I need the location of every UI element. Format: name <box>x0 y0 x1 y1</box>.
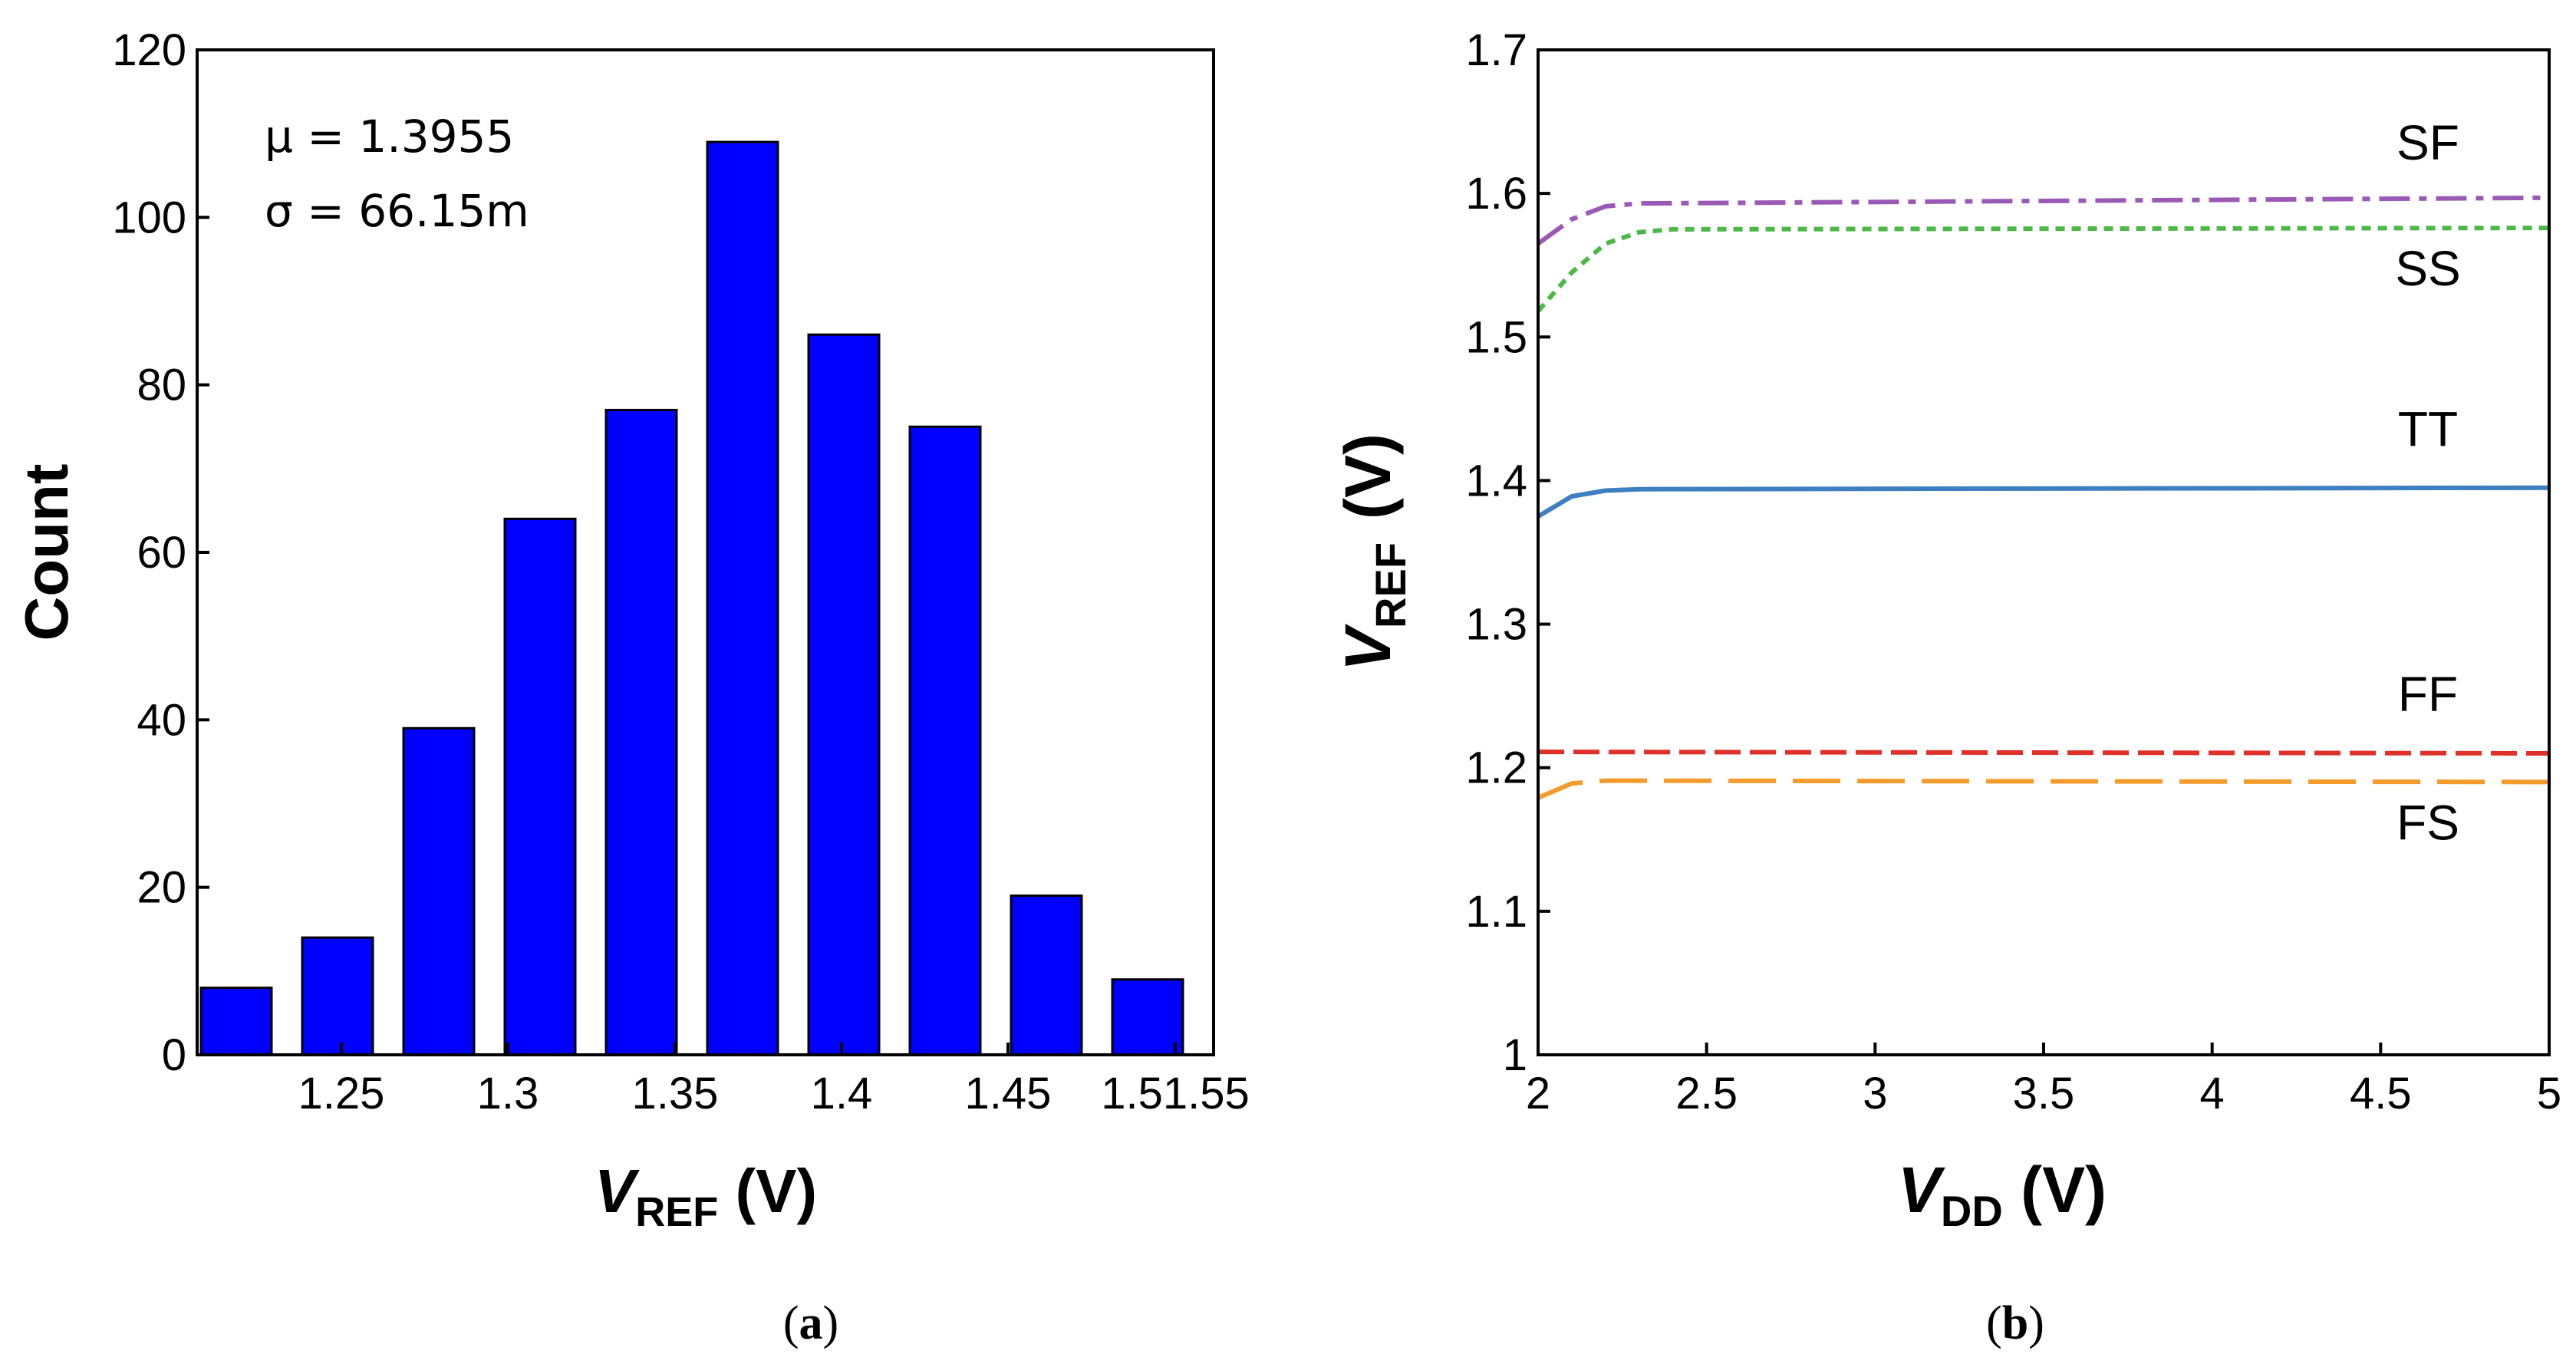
mean-annotation: μ = 1.3955 <box>265 110 514 163</box>
histogram-bar <box>807 333 881 1056</box>
series-line-ff <box>1537 749 2550 756</box>
line-x-tick-label: 3 <box>1863 1069 1887 1118</box>
histogram-x-tick-label: 1.45 <box>965 1069 1052 1118</box>
histogram-y-tick-label: 0 <box>162 1030 186 1080</box>
series-label-ff: FF <box>2398 667 2458 722</box>
series-label-sf: SF <box>2396 115 2459 170</box>
histogram-y-tick-label: 20 <box>137 863 186 913</box>
line-x-tick-label: 2.5 <box>1675 1069 1738 1118</box>
histogram-x-tick-label: 1.51.55 <box>1101 1069 1250 1118</box>
series-line-ss <box>1536 226 2550 313</box>
histogram-bar <box>199 987 273 1056</box>
line-x-tick-label: 3.5 <box>2013 1069 2075 1118</box>
sigma-annotation: σ = 66.15m <box>265 185 529 237</box>
series-line-fs <box>1537 778 2550 800</box>
line-y-tick-label: 1.1 <box>1465 887 1527 937</box>
series-line-sf <box>1537 195 2550 246</box>
histogram-y-tick-label: 60 <box>137 528 186 578</box>
panel-label-a-letter: a <box>799 1297 823 1349</box>
histogram-x-tick-label: 1.4 <box>811 1069 873 1118</box>
line-y-tick-label: 1 <box>1503 1030 1527 1080</box>
histogram-bar <box>1111 978 1184 1056</box>
line-y-title-main: V <box>1332 624 1404 671</box>
histogram-x-tick-label: 1.25 <box>298 1069 385 1118</box>
panel-label-a: (a) <box>783 1297 838 1349</box>
line-y-title-unit: (V) <box>1332 433 1404 519</box>
histogram-bar <box>402 726 476 1056</box>
histogram-bars <box>199 140 1184 1056</box>
line-x-title-unit: (V) <box>2003 1154 2107 1226</box>
histogram-x-tick-label: 1.35 <box>632 1069 719 1118</box>
histogram-x-title-unit: (V) <box>718 1157 817 1225</box>
line-x-title-sub: DD <box>1941 1187 2003 1235</box>
histogram-y-tick-label: 100 <box>112 193 186 242</box>
histogram-bar <box>706 140 779 1056</box>
histogram-panel: 0 20 40 60 80 100 120 1.25 1.3 1.35 1.4 1.45 1.51.5… <box>12 25 1250 1349</box>
panel-label-b: (b) <box>1986 1297 2044 1349</box>
line-y-tick-label: 1.2 <box>1465 743 1527 793</box>
line-x-title-main: V <box>1898 1154 1945 1226</box>
histogram-bar <box>503 517 577 1056</box>
histogram-y-ticks: 0 20 40 60 80 100 120 <box>112 25 209 1080</box>
line-y-tick-label: 1.6 <box>1465 169 1527 219</box>
histogram-bar <box>908 425 982 1056</box>
histogram-x-title-main: V <box>595 1157 640 1225</box>
histogram-x-ticks: 1.25 1.3 1.35 1.4 1.45 1.51.55 <box>298 1043 1250 1118</box>
line-x-tick-label: 4 <box>2200 1069 2225 1118</box>
line-y-ticks: 1 1.1 1.2 1.3 1.4 1.5 1.6 1.7 <box>1465 25 1550 1080</box>
series-label-ss: SS <box>2395 241 2460 296</box>
line-x-tick-label: 4.5 <box>2350 1069 2412 1118</box>
series-label-tt: TT <box>2398 401 2458 456</box>
histogram-x-title-sub: REF <box>635 1189 718 1235</box>
series-line-tt <box>1537 485 2550 519</box>
line-x-ticks: 2 2.5 3 3.5 4 4.5 5 <box>1526 1043 2561 1118</box>
histogram-x-axis-title: VREF (V) <box>595 1157 817 1235</box>
histogram-y-tick-label: 40 <box>137 695 186 745</box>
line-y-title-sub: REF <box>1366 542 1415 628</box>
line-y-tick-label: 1.5 <box>1465 312 1527 362</box>
histogram-x-tick-label: 1.3 <box>477 1069 539 1118</box>
line-series-labels: SF SS TT FF FS <box>2395 115 2460 851</box>
histogram-bar <box>301 936 374 1056</box>
line-y-tick-label: 1.3 <box>1465 600 1527 650</box>
histogram-bar <box>1010 894 1083 1056</box>
histogram-y-axis-title: Count <box>12 463 81 641</box>
histogram-bar <box>604 408 678 1056</box>
line-x-tick-label: 5 <box>2537 1069 2561 1118</box>
line-y-tick-label: 1.4 <box>1465 456 1527 506</box>
series-label-fs: FS <box>2396 795 2459 850</box>
line-y-tick-label: 1.7 <box>1465 25 1527 75</box>
line-x-axis-title: VDD (V) <box>1898 1154 2107 1235</box>
line-y-axis-title: VREF (V) <box>1332 433 1415 671</box>
vref-lines <box>1536 195 2550 800</box>
panel-label-b-letter: b <box>2002 1297 2028 1349</box>
histogram-y-tick-label: 80 <box>137 361 186 410</box>
vref-vs-vdd-panel: 11.11.21.31.41.51.61.7 2 2.5 3 3.5 4 4.5 5 SFS… <box>1332 25 2561 1349</box>
line-x-tick-label: 2 <box>1526 1069 1550 1118</box>
histogram-y-tick-label: 120 <box>112 25 186 75</box>
